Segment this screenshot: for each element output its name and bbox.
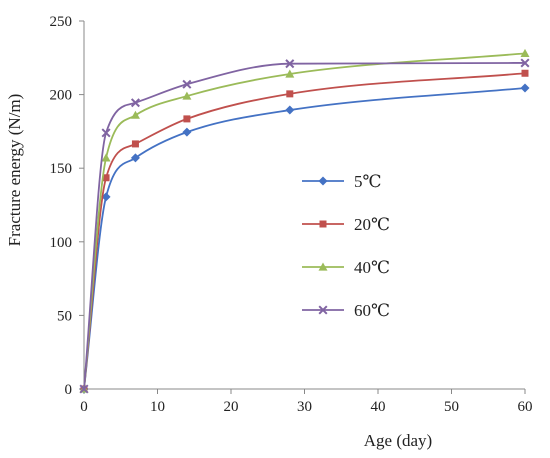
legend-item: 20℃ xyxy=(302,215,390,234)
data-point xyxy=(79,384,89,394)
y-tick-label: 50 xyxy=(57,308,72,324)
legend-label: 5℃ xyxy=(354,172,382,191)
x-tick-label: 0 xyxy=(80,399,88,415)
data-point xyxy=(101,153,111,162)
x-tick-label: 30 xyxy=(297,399,312,415)
data-point xyxy=(285,105,295,115)
data-point xyxy=(102,174,110,182)
x-tick-label: 10 xyxy=(150,399,165,415)
data-point xyxy=(183,115,191,123)
legend-item: 5℃ xyxy=(302,172,382,191)
data-point xyxy=(130,110,140,119)
data-point xyxy=(520,58,530,68)
legend: 5℃ 20℃ 40℃ 60℃ xyxy=(302,172,390,320)
data-point xyxy=(285,69,295,78)
series-square xyxy=(80,69,529,393)
x-tick-label: 50 xyxy=(444,399,459,415)
data-point xyxy=(520,83,530,93)
x-tick-label: 60 xyxy=(518,399,533,415)
data-point xyxy=(130,153,140,163)
x-tick-label: 20 xyxy=(224,399,239,415)
legend-marker xyxy=(318,305,328,315)
legend-label: 60℃ xyxy=(354,301,390,320)
legend-label: 40℃ xyxy=(354,258,390,277)
series-line xyxy=(83,62,526,390)
series-line xyxy=(83,87,526,390)
y-tick-label: 200 xyxy=(50,88,73,104)
legend-label: 20℃ xyxy=(354,215,390,234)
data-point xyxy=(520,48,530,57)
data-point xyxy=(521,69,529,77)
data-point xyxy=(131,140,139,148)
y-axis-title: Fracture energy (N/m) xyxy=(5,94,24,247)
y-tick-label: 100 xyxy=(50,235,73,251)
legend-marker xyxy=(318,262,328,271)
legend-item: 60℃ xyxy=(302,301,390,320)
legend-marker xyxy=(318,176,328,186)
y-tick-label: 0 xyxy=(65,382,73,398)
legend-item: 40℃ xyxy=(302,258,390,277)
x-axis-title: Age (day) xyxy=(364,431,432,450)
data-point xyxy=(182,79,192,89)
y-tick-label: 250 xyxy=(50,14,73,30)
data-point xyxy=(101,128,111,138)
series-line xyxy=(83,72,526,390)
x-tick-label: 40 xyxy=(371,399,386,415)
data-point xyxy=(130,98,140,108)
data-point xyxy=(286,90,294,98)
axis-ticks: 0 10 20 30 40 50 60 0 50 100 150 200 250 xyxy=(50,14,533,415)
legend-marker xyxy=(319,220,327,228)
series-group xyxy=(79,48,530,394)
series-x xyxy=(79,58,530,394)
data-point xyxy=(182,127,192,137)
series-diamond xyxy=(79,83,530,394)
data-point xyxy=(285,59,295,69)
data-point xyxy=(182,91,192,100)
series-line xyxy=(83,52,526,390)
axes xyxy=(83,21,525,390)
series-triangle xyxy=(79,48,530,393)
y-tick-label: 150 xyxy=(50,161,73,177)
